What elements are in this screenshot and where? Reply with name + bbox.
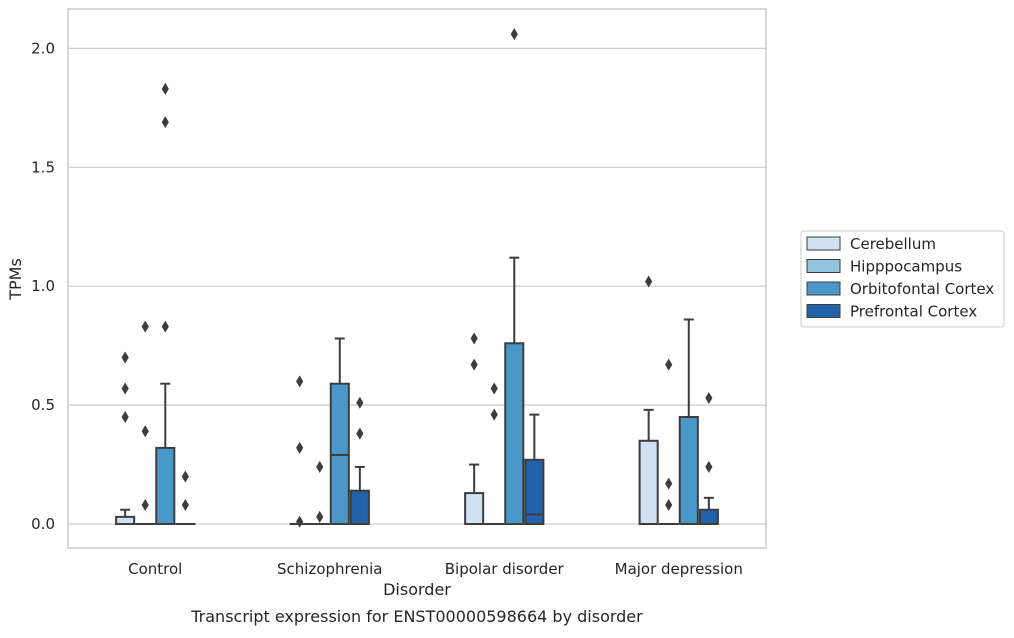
outlier-point	[162, 321, 169, 333]
legend-swatch	[807, 305, 840, 318]
legend-swatch	[807, 237, 840, 250]
outlier-point	[142, 321, 149, 333]
box-1-0	[136, 321, 154, 524]
outlier-point	[122, 411, 129, 423]
legend-swatch	[807, 282, 840, 295]
box-rect	[331, 384, 349, 524]
y-tick-label: 0.5	[31, 396, 55, 414]
x-tick-label: Bipolar disorder	[445, 560, 565, 578]
box-2-3	[680, 319, 698, 524]
box-2-0	[156, 83, 174, 524]
box-rect	[640, 441, 658, 524]
box-layer	[116, 28, 718, 527]
chart-caption: Transcript expression for ENST0000059866…	[190, 607, 643, 626]
outlier-point	[491, 409, 498, 421]
outlier-point	[142, 425, 149, 437]
outlier-point	[122, 352, 129, 364]
outlier-point	[705, 461, 712, 473]
legend-swatch	[807, 260, 840, 273]
box-0-3	[640, 275, 658, 524]
outlier-point	[665, 499, 672, 511]
box-1-1	[311, 461, 329, 524]
outlier-point	[122, 382, 129, 394]
outlier-point	[491, 382, 498, 394]
y-tick-label: 1.0	[31, 277, 55, 295]
box-rect	[505, 343, 523, 524]
box-rect	[680, 417, 698, 524]
outlier-point	[705, 392, 712, 404]
box-0-2	[465, 333, 483, 524]
x-tick-labels: Control Schizophrenia Bipolar disorder Majo…	[128, 560, 743, 578]
outlier-point	[471, 359, 478, 371]
legend-label: Cerebellum	[850, 235, 936, 253]
box-1-2	[485, 382, 503, 524]
x-axis-label: Disorder	[383, 580, 451, 599]
outlier-point	[316, 511, 323, 523]
x-tick-label: Control	[128, 560, 182, 578]
x-tick-label: Schizophrenia	[277, 560, 382, 578]
box-0-0	[116, 352, 134, 524]
outlier-point	[162, 116, 169, 128]
box-1-3	[660, 359, 678, 524]
outlier-point	[356, 397, 363, 409]
outlier-point	[142, 499, 149, 511]
y-axis-label: TPMs	[6, 258, 25, 301]
outlier-point	[296, 442, 303, 454]
legend-label: Hipppocampus	[850, 258, 962, 276]
outlier-point	[162, 83, 169, 95]
box-rect	[156, 448, 174, 524]
legend: Cerebellum Hipppocampus Orbitofontal Corte…	[801, 231, 1004, 327]
box-2-2	[505, 28, 523, 524]
outlier-point	[182, 499, 189, 511]
outlier-point	[511, 28, 518, 40]
box-rect	[116, 517, 134, 524]
y-tick-label: 2.0	[31, 39, 55, 57]
y-tick-label: 0.0	[31, 515, 55, 533]
box-0-1	[291, 375, 309, 527]
box-rect	[700, 510, 718, 524]
x-tick-label: Major depression	[615, 560, 743, 578]
legend-label: Prefrontal Cortex	[850, 303, 977, 321]
legend-label: Orbitofontal Cortex	[850, 280, 994, 298]
outlier-point	[182, 470, 189, 482]
outlier-point	[471, 333, 478, 345]
box-2-1	[331, 339, 349, 524]
outlier-point	[296, 375, 303, 387]
box-3-2	[525, 415, 543, 524]
box-3-0	[176, 470, 194, 524]
box-3-3	[700, 392, 718, 524]
box-rect	[465, 493, 483, 524]
outlier-point	[296, 516, 303, 528]
outlier-point	[356, 428, 363, 440]
y-tick-labels: 0.0 0.5 1.0 1.5 2.0	[31, 39, 55, 533]
box-3-1	[351, 397, 369, 524]
outlier-point	[665, 359, 672, 371]
outlier-point	[316, 461, 323, 473]
box-rect	[351, 491, 369, 524]
y-tick-label: 1.5	[31, 158, 55, 176]
outlier-point	[665, 478, 672, 490]
